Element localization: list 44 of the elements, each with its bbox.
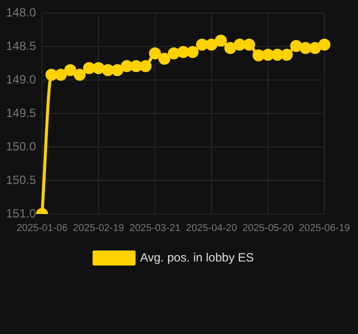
point: [92, 62, 105, 74]
point: [54, 68, 67, 81]
y-tick-label: 149.5: [6, 106, 36, 120]
point: [252, 49, 265, 62]
point: [290, 40, 302, 52]
point: [318, 38, 330, 51]
point: [130, 60, 142, 72]
point: [83, 62, 96, 74]
x-tick-label: 2025-05-20: [242, 222, 294, 234]
y-tick-label: 150.0: [6, 139, 36, 154]
point: [280, 48, 293, 61]
point: [158, 52, 170, 65]
y-tick-label: 149.0: [6, 72, 36, 86]
point: [262, 48, 274, 61]
point: [214, 34, 227, 47]
y-tick-label: 150.5: [6, 172, 36, 187]
point: [168, 47, 180, 60]
y-tick-label: 151.0: [6, 206, 36, 220]
x-tick-label: 2025-02-19: [72, 222, 125, 234]
point: [234, 38, 246, 51]
y-tick-label: 148.0: [6, 6, 36, 20]
y-tick-label: 148.5: [6, 38, 36, 53]
point: [186, 46, 199, 58]
x-tick-label: 2025-06-19: [298, 222, 350, 234]
point: [177, 46, 190, 58]
point: [140, 60, 152, 72]
point: [148, 47, 161, 60]
x-tick-label: 2025-04-20: [186, 222, 238, 234]
point: [74, 68, 86, 81]
point: [243, 38, 256, 51]
x-tick-label: 2025-01-06: [16, 222, 68, 234]
point: [271, 48, 284, 61]
point: [64, 64, 76, 76]
point: [309, 42, 322, 54]
legend-label: Avg. pos. in lobby ES: [140, 250, 254, 264]
point: [45, 68, 58, 81]
point: [196, 38, 208, 51]
point: [102, 64, 114, 76]
point: [111, 64, 124, 76]
point: [120, 60, 133, 72]
x-tick-label: 2025-03-21: [129, 222, 181, 234]
point: [300, 42, 312, 54]
point: [224, 42, 236, 54]
point: [205, 38, 218, 51]
